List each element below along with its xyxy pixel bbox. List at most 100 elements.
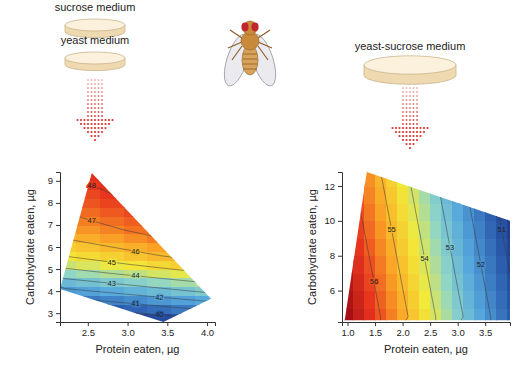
arrow-dot <box>391 127 393 129</box>
y-tick: 3 <box>48 308 60 319</box>
x-tick: 3.0 <box>121 322 134 338</box>
arrow-dot <box>87 95 89 97</box>
cell <box>419 203 431 221</box>
arrow-dot <box>80 123 82 125</box>
contour-line <box>60 172 215 310</box>
cell <box>474 203 486 221</box>
x-tick-label: 2.0 <box>396 327 409 338</box>
y-tick-mark <box>56 225 60 226</box>
arrow-dot <box>94 95 96 97</box>
cell <box>147 225 171 234</box>
cell <box>375 256 387 274</box>
x-tick-label: 4.0 <box>201 327 214 338</box>
y-axis: 3456789 <box>48 173 61 323</box>
cells <box>60 172 215 322</box>
cell <box>485 221 497 239</box>
cell <box>408 291 420 309</box>
cell <box>60 251 76 260</box>
arrow-dot <box>104 119 106 121</box>
cell <box>342 221 354 239</box>
y-tick-label: 7 <box>48 219 53 230</box>
cell <box>353 273 365 291</box>
arrow-dot <box>101 103 103 105</box>
arrow-dot <box>90 119 92 121</box>
arrow-dot <box>101 111 103 113</box>
arrow-dot <box>87 111 89 113</box>
cell <box>76 216 100 225</box>
cell <box>452 186 464 204</box>
x-tick: 2.5 <box>82 322 95 338</box>
y-tick: 12 <box>324 180 342 191</box>
contour-line <box>60 172 215 283</box>
arrow-dot <box>94 107 96 109</box>
cell <box>171 251 195 260</box>
cell <box>430 273 442 291</box>
arrow-dot <box>101 91 103 93</box>
cell <box>195 269 215 278</box>
cell <box>430 172 442 187</box>
cell <box>485 186 497 204</box>
cell <box>171 181 195 190</box>
arrow-dot <box>409 103 411 105</box>
arrow-dot <box>409 139 411 141</box>
fly-stripe <box>243 64 257 65</box>
cell <box>60 304 76 313</box>
cell <box>386 186 398 204</box>
cell <box>441 291 453 309</box>
arrow-dot <box>98 91 100 93</box>
arrow-dot <box>405 131 407 133</box>
contour-label: 55 <box>387 225 395 234</box>
arrow-dot <box>98 111 100 113</box>
cell <box>124 198 148 207</box>
cell <box>441 308 453 322</box>
arrow-dot <box>409 123 411 125</box>
cell <box>397 203 409 221</box>
dish-top <box>65 19 125 31</box>
arrow-dot <box>402 135 404 137</box>
arrow-dot <box>416 87 418 89</box>
y-tick: 8 <box>48 197 60 208</box>
cell <box>100 198 124 207</box>
cell <box>195 278 215 287</box>
contour-label: 45 <box>107 258 115 267</box>
cell <box>76 243 100 252</box>
cell <box>419 186 431 204</box>
arrow-dot <box>108 119 110 121</box>
arrow-dot <box>416 95 418 97</box>
cell <box>195 225 215 234</box>
cell <box>507 203 510 221</box>
cell <box>441 203 453 221</box>
y-tick-mark <box>338 186 342 187</box>
cell <box>342 238 354 256</box>
fly-leg <box>258 30 270 38</box>
cell <box>195 251 215 260</box>
cell <box>507 221 510 239</box>
cell <box>171 198 195 207</box>
cell <box>485 256 497 274</box>
panel: sucrose mediumyeast medium40414243444546… <box>24 1 220 355</box>
cell <box>147 251 171 260</box>
cell <box>386 203 398 221</box>
contour-line <box>342 172 491 322</box>
arrow-dot <box>94 127 96 129</box>
cell <box>463 172 475 187</box>
arrow-dot <box>98 107 100 109</box>
arrow-dot <box>91 111 93 113</box>
arrow-dot <box>83 127 85 129</box>
arrow-dot <box>406 103 408 105</box>
cell <box>60 269 76 278</box>
arrow-dot <box>416 135 418 137</box>
fly-leg <box>258 46 268 60</box>
cell <box>124 216 148 225</box>
arrow-dot <box>97 135 99 137</box>
dish <box>65 52 125 71</box>
y-axis-line <box>56 173 61 323</box>
cell <box>60 225 76 234</box>
cell <box>353 308 365 322</box>
arrow-dot <box>98 95 100 97</box>
x-tick: 4.0 <box>201 322 214 338</box>
y-axis: 681012 <box>324 173 342 323</box>
contour-labels: 404142434445464748 <box>88 181 164 320</box>
cell <box>474 256 486 274</box>
cell <box>124 190 148 199</box>
